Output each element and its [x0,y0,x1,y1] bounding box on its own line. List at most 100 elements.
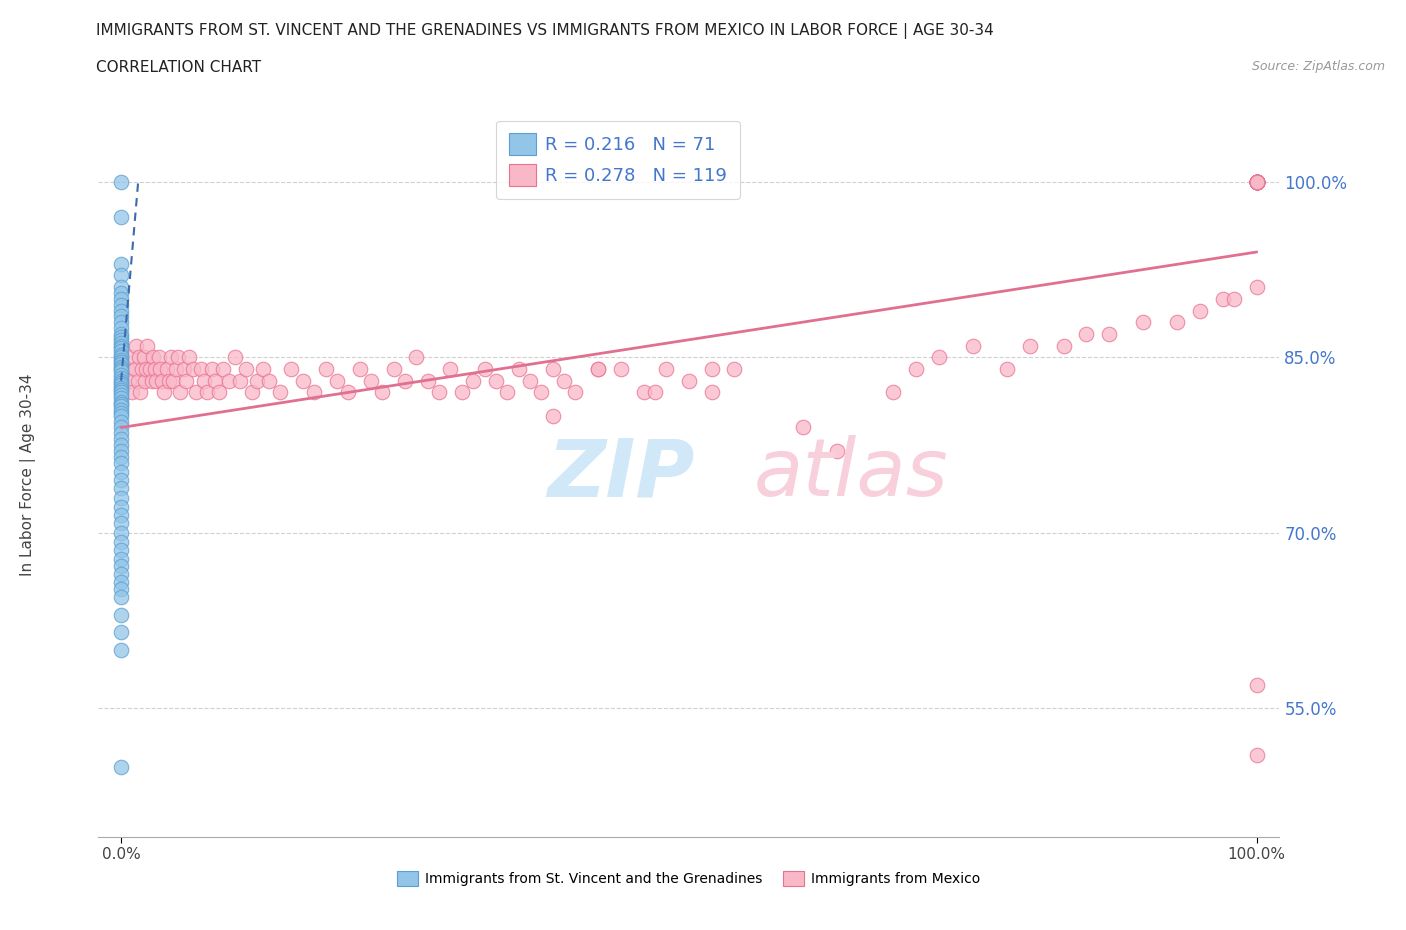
Point [110,444,132,458]
Point [1246,174,1268,189]
Point [110,330,132,345]
Point [882,385,904,400]
Point [1246,174,1268,189]
Point [553,373,575,388]
Point [110,566,132,581]
Point [1076,326,1098,341]
Point [110,394,132,409]
Point [110,352,132,367]
Point [110,414,132,429]
Point [905,362,928,377]
Point [1212,291,1234,306]
Point [110,543,132,558]
Point [110,340,132,355]
Point [315,362,337,377]
Point [173,362,195,377]
Point [450,385,472,400]
Point [1246,174,1268,189]
Point [110,399,132,414]
Point [110,391,132,405]
Legend: Immigrants from St. Vincent and the Grenadines, Immigrants from Mexico: Immigrants from St. Vincent and the Gren… [392,866,986,892]
Point [132,350,155,365]
Point [110,525,132,540]
Point [110,336,132,351]
Point [110,490,132,505]
Point [110,426,132,441]
Point [201,362,224,377]
Point [110,291,132,306]
Point [1223,291,1246,306]
Point [110,481,132,496]
Point [110,357,132,372]
Point [124,362,146,377]
Point [1246,280,1268,295]
Point [394,373,416,388]
Point [125,339,148,353]
Point [157,373,180,388]
Point [519,373,541,388]
Point [337,385,360,400]
Point [110,367,132,382]
Point [110,625,132,640]
Point [110,382,132,397]
Point [110,438,132,453]
Point [136,339,159,353]
Point [167,350,190,365]
Point [496,385,519,400]
Point [1246,174,1268,189]
Point [110,286,132,300]
Point [508,362,530,377]
Point [110,397,132,412]
Text: atlas: atlas [754,435,949,513]
Point [110,373,132,388]
Point [110,535,132,550]
Point [678,373,700,388]
Point [110,575,132,590]
Point [110,309,132,324]
Point [138,362,160,377]
Point [110,174,132,189]
Point [405,350,427,365]
Point [463,373,485,388]
Point [120,350,142,365]
Point [291,373,314,388]
Point [644,385,666,400]
Point [110,380,132,395]
Point [110,339,132,353]
Point [110,280,132,295]
Text: Source: ZipAtlas.com: Source: ZipAtlas.com [1251,60,1385,73]
Point [145,373,167,388]
Point [416,373,439,388]
Point [150,373,173,388]
Point [110,581,132,596]
Point [110,303,132,318]
Point [110,406,132,421]
Point [382,362,405,377]
Point [110,590,132,604]
Point [1188,303,1211,318]
Point [110,385,132,400]
Point [110,257,132,272]
Point [181,362,204,377]
Text: IMMIGRANTS FROM ST. VINCENT AND THE GRENADINES VS IMMIGRANTS FROM MEXICO IN LABO: IMMIGRANTS FROM ST. VINCENT AND THE GREN… [96,23,994,39]
Point [235,362,257,377]
Point [564,385,586,400]
Point [197,385,219,400]
Point [141,373,163,388]
Point [204,373,226,388]
Point [115,362,138,377]
Point [995,362,1018,377]
Y-axis label: In Labor Force | Age 30-34: In Labor Force | Age 30-34 [20,373,37,576]
Point [149,362,172,377]
Point [252,362,274,377]
Point [723,362,745,377]
Point [1246,174,1268,189]
Point [1098,326,1121,341]
Point [302,385,325,400]
Point [110,516,132,531]
Point [110,558,132,573]
Point [349,362,371,377]
Point [160,350,183,365]
Point [110,359,132,374]
Point [326,373,349,388]
